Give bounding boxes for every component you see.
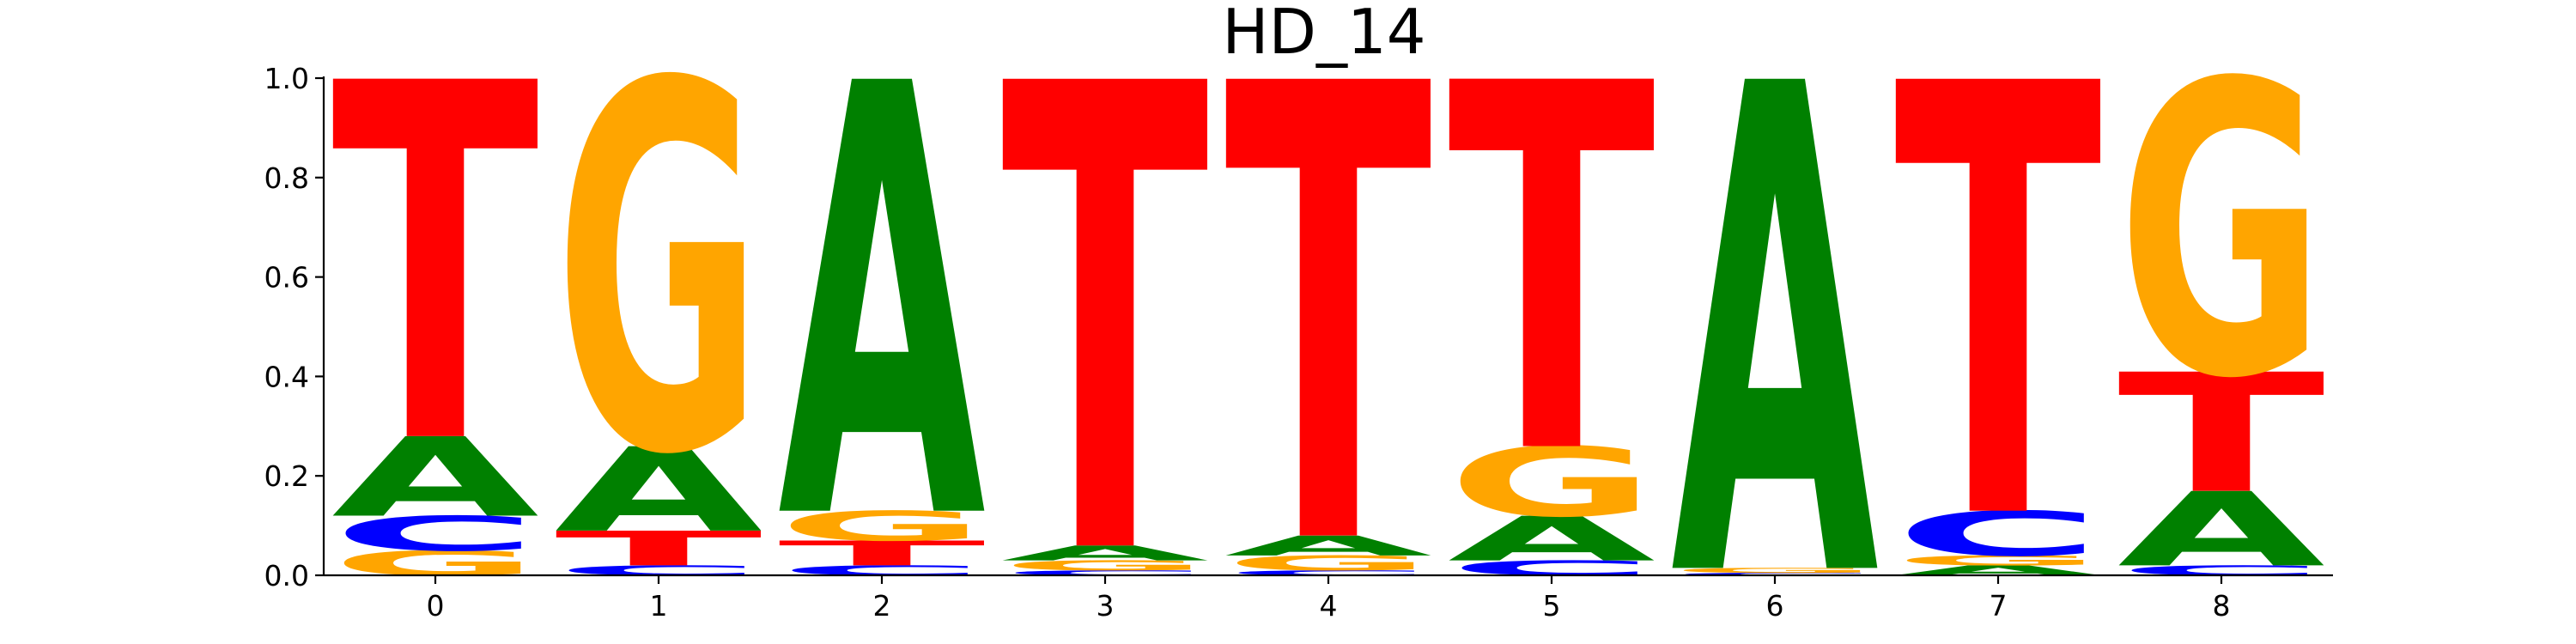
y-tick-label: 0.2 <box>264 459 309 493</box>
logo-letter-G: G <box>2117 0 2325 467</box>
x-tick-label: 5 <box>1543 589 1561 623</box>
y-tick-label: 1.0 <box>264 62 309 95</box>
logo-letter-C: C <box>1224 569 1432 577</box>
logo-letter-G: G <box>1001 558 1209 574</box>
x-tick-label: 8 <box>2213 589 2231 623</box>
logo-letter-A: A <box>778 0 987 644</box>
y-tick-label: 0.4 <box>264 360 309 393</box>
logo-letter-G: G <box>1671 567 1879 574</box>
logo-letter-A: A <box>1001 542 1209 566</box>
logo-letter-G: G <box>1224 551 1432 575</box>
x-tick-label: 6 <box>1766 589 1784 623</box>
logo-letter-T: T <box>2117 340 2327 530</box>
logo-letter-T: T <box>778 534 986 574</box>
logo-letter-T: T <box>1001 0 1211 644</box>
y-tick-label: 0.8 <box>264 161 309 195</box>
x-tick-label: 1 <box>650 589 668 623</box>
x-tick-label: 2 <box>873 589 891 623</box>
logo-letter-T: T <box>1224 0 1434 644</box>
logo-letter-A: A <box>2117 471 2325 589</box>
logo-letter-A: A <box>1224 531 1432 562</box>
x-tick-label: 3 <box>1097 589 1115 623</box>
logo-letter-G: G <box>1448 428 1656 538</box>
chart-title: HD_14 <box>1222 0 1425 68</box>
logo-column-6: CGA <box>1671 0 1880 644</box>
x-tick-label: 7 <box>1990 589 2008 623</box>
logo-letter-A: A <box>331 415 539 541</box>
y-tick-label: 0.6 <box>264 261 309 295</box>
logo-letter-T: T <box>555 521 762 577</box>
logo-letter-A: A <box>555 423 762 558</box>
logo-letter-C: C <box>1001 569 1209 577</box>
logo-letter-C: C <box>1894 499 2102 570</box>
x-tick-label: 4 <box>1320 589 1338 623</box>
logo-letter-G: G <box>555 0 762 565</box>
logo-letter-A: A <box>1671 0 1880 644</box>
logo-letter-T: T <box>1894 0 2104 644</box>
y-tick-label: 0.0 <box>264 559 309 592</box>
logo-letter-C: C <box>1671 572 1879 576</box>
logo-letter-C: C <box>331 507 539 562</box>
logo-letter-G: G <box>1894 553 2102 568</box>
logo-letter-T: T <box>331 0 541 553</box>
logo-letter-G: G <box>778 502 986 550</box>
logo-letter-T: T <box>1448 0 1657 566</box>
x-tick-label: 0 <box>427 589 445 623</box>
axes-layer: 0.0 0.2 0.4 0.6 0.8 1.0 0 1 2 3 4 5 6 7 8 <box>264 62 2333 623</box>
logo-letter-A: A <box>1448 504 1656 575</box>
